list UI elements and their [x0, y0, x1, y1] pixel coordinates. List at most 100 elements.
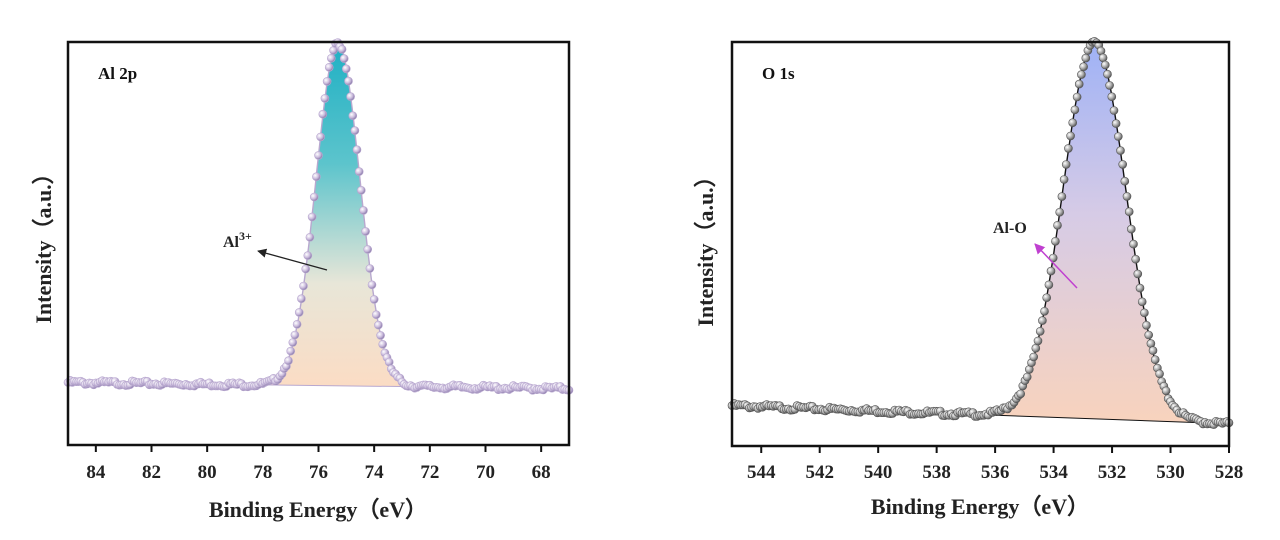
- al2p-x-tick-label: 80: [198, 462, 217, 483]
- o1s-y-axis-title: Intensity（a.u.）: [693, 165, 718, 326]
- o1s-data-point: [1016, 389, 1026, 399]
- o1s-data-point: [1148, 346, 1158, 355]
- o1s-annotation: Al-O: [993, 220, 1078, 289]
- o1s-data-point: [1040, 306, 1049, 316]
- al2p-data-point: [361, 227, 370, 236]
- al2p-data-point: [290, 330, 300, 340]
- al2p-data-point: [297, 294, 306, 304]
- o1s-data-point: [1109, 106, 1119, 115]
- al2p-data-point: [316, 132, 325, 142]
- al2p-data-point: [371, 310, 381, 320]
- al2p-data-point: [303, 251, 313, 260]
- o1s-data-point: [1098, 53, 1108, 63]
- o1s-data-point: [1044, 280, 1054, 290]
- o1s-data-point: [1131, 254, 1140, 264]
- o1s-data-point: [1053, 221, 1062, 230]
- o1s-data-point: [1074, 79, 1084, 89]
- o1s-x-tick-label: 536: [981, 462, 1010, 483]
- panel-al2p: 84 82 80 78 76 74 72 70 68 Al 2p Al3+ Intensity（…: [31, 38, 574, 522]
- o1s-data-point: [1107, 92, 1117, 101]
- al2p-x-tick-label: 70: [476, 462, 495, 483]
- al2p-data-point: [356, 186, 366, 195]
- o1s-x-tick-label: 530: [1156, 462, 1185, 483]
- al3-annotation-arrow: [257, 248, 328, 271]
- al2p-data-point: [314, 151, 323, 160]
- al2p-component-fill: [268, 43, 408, 387]
- o1s-data-point: [1057, 192, 1067, 201]
- o1s-data-point: [1081, 53, 1091, 63]
- o1s-data-point: [1066, 131, 1075, 141]
- o1s-data-point: [1161, 386, 1171, 396]
- al2p-points-layer: [63, 38, 574, 395]
- al2p-data-point: [354, 167, 364, 176]
- o1s-data-point: [1114, 132, 1123, 141]
- o1s-data-point: [1120, 176, 1130, 186]
- o1s-data-point: [1135, 283, 1145, 293]
- o1s-data-point: [1103, 69, 1112, 79]
- o1s-data-point: [1124, 207, 1134, 216]
- panel-o1s: 544 542 540 538 536 534 532 530 528 O 1s Al-O In…: [693, 36, 1243, 519]
- al2p-data-point: [292, 319, 302, 329]
- al2p-data-point: [294, 308, 304, 317]
- o1s-data-point: [1046, 266, 1056, 276]
- o1s-x-ticks: 544 542 540 538 536 534 532 530 528: [747, 446, 1243, 483]
- o1s-data-point: [1144, 330, 1153, 340]
- al2p-data-point: [324, 63, 334, 72]
- o1s-x-tick-label: 544: [747, 462, 776, 483]
- al2p-data-point: [378, 339, 388, 349]
- al2p-data-point: [339, 54, 349, 63]
- al2p-data-point: [352, 145, 362, 154]
- o1s-data-point: [1077, 70, 1086, 79]
- o1s-data-point: [1116, 146, 1125, 155]
- o1s-data-point: [1061, 160, 1071, 169]
- al2p-data-point: [337, 44, 347, 54]
- al2p-data-point: [374, 320, 383, 330]
- al2p-x-tick-label: 78: [253, 462, 272, 483]
- al2p-data-point: [305, 233, 315, 242]
- al2p-data-point: [320, 94, 330, 103]
- o1s-data-point: [1055, 207, 1064, 217]
- o1s-data-point: [1122, 192, 1132, 201]
- o1s-data-point: [1035, 326, 1045, 336]
- o1s-data-point: [1129, 239, 1138, 249]
- o1s-data-point: [1033, 336, 1043, 346]
- al2p-fill-layer: [67, 42, 570, 390]
- o1s-data-point: [1079, 62, 1088, 71]
- al2p-data-point: [309, 192, 319, 202]
- o1s-data-point: [1118, 160, 1127, 169]
- al2p-data-point: [284, 356, 293, 366]
- al2p-data-point: [376, 331, 385, 340]
- o1s-data-point: [1127, 224, 1136, 234]
- al2p-data-point: [341, 64, 351, 74]
- o1s-data-point: [1140, 308, 1149, 318]
- o1s-data-point: [1137, 297, 1147, 307]
- o1s-data-point: [1064, 144, 1073, 153]
- al2p-x-tick-label: 68: [532, 462, 551, 483]
- o1s-x-tick-label: 532: [1098, 462, 1127, 483]
- al2p-x-ticks: 84 82 80 78 76 74 72 70 68: [86, 445, 551, 483]
- o1s-x-tick-label: 540: [864, 462, 893, 483]
- alo-annotation-text: Al-O: [993, 220, 1027, 237]
- al2p-data-point: [299, 281, 308, 291]
- al2p-x-tick-label: 84: [86, 462, 106, 483]
- al2p-data-point: [365, 264, 375, 273]
- al2p-data-point: [344, 76, 353, 86]
- al2p-x-tick-label: 82: [142, 462, 161, 483]
- al2p-data-point: [367, 280, 377, 290]
- al2p-x-tick-label: 72: [420, 462, 439, 483]
- o1s-x-axis-title: Binding Energy（eV）: [871, 494, 1089, 519]
- al2p-x-tick-label: 76: [309, 462, 328, 483]
- al2p-x-tick-label: 74: [365, 462, 385, 483]
- svg-text:Al3+: Al3+: [223, 229, 252, 251]
- al2p-data-point: [359, 206, 368, 215]
- o1s-x-tick-label: 542: [805, 462, 834, 483]
- alo-annotation-arrow: [1034, 243, 1078, 289]
- al2p-data-point: [286, 346, 296, 356]
- o1s-data-point: [1155, 369, 1164, 379]
- al3-annotation-text: Al: [223, 234, 240, 251]
- o1s-data-point: [1068, 118, 1077, 127]
- o1s-data-point: [1150, 355, 1160, 365]
- o1s-plot-frame: [730, 40, 1231, 448]
- o1s-data-point: [1070, 105, 1080, 115]
